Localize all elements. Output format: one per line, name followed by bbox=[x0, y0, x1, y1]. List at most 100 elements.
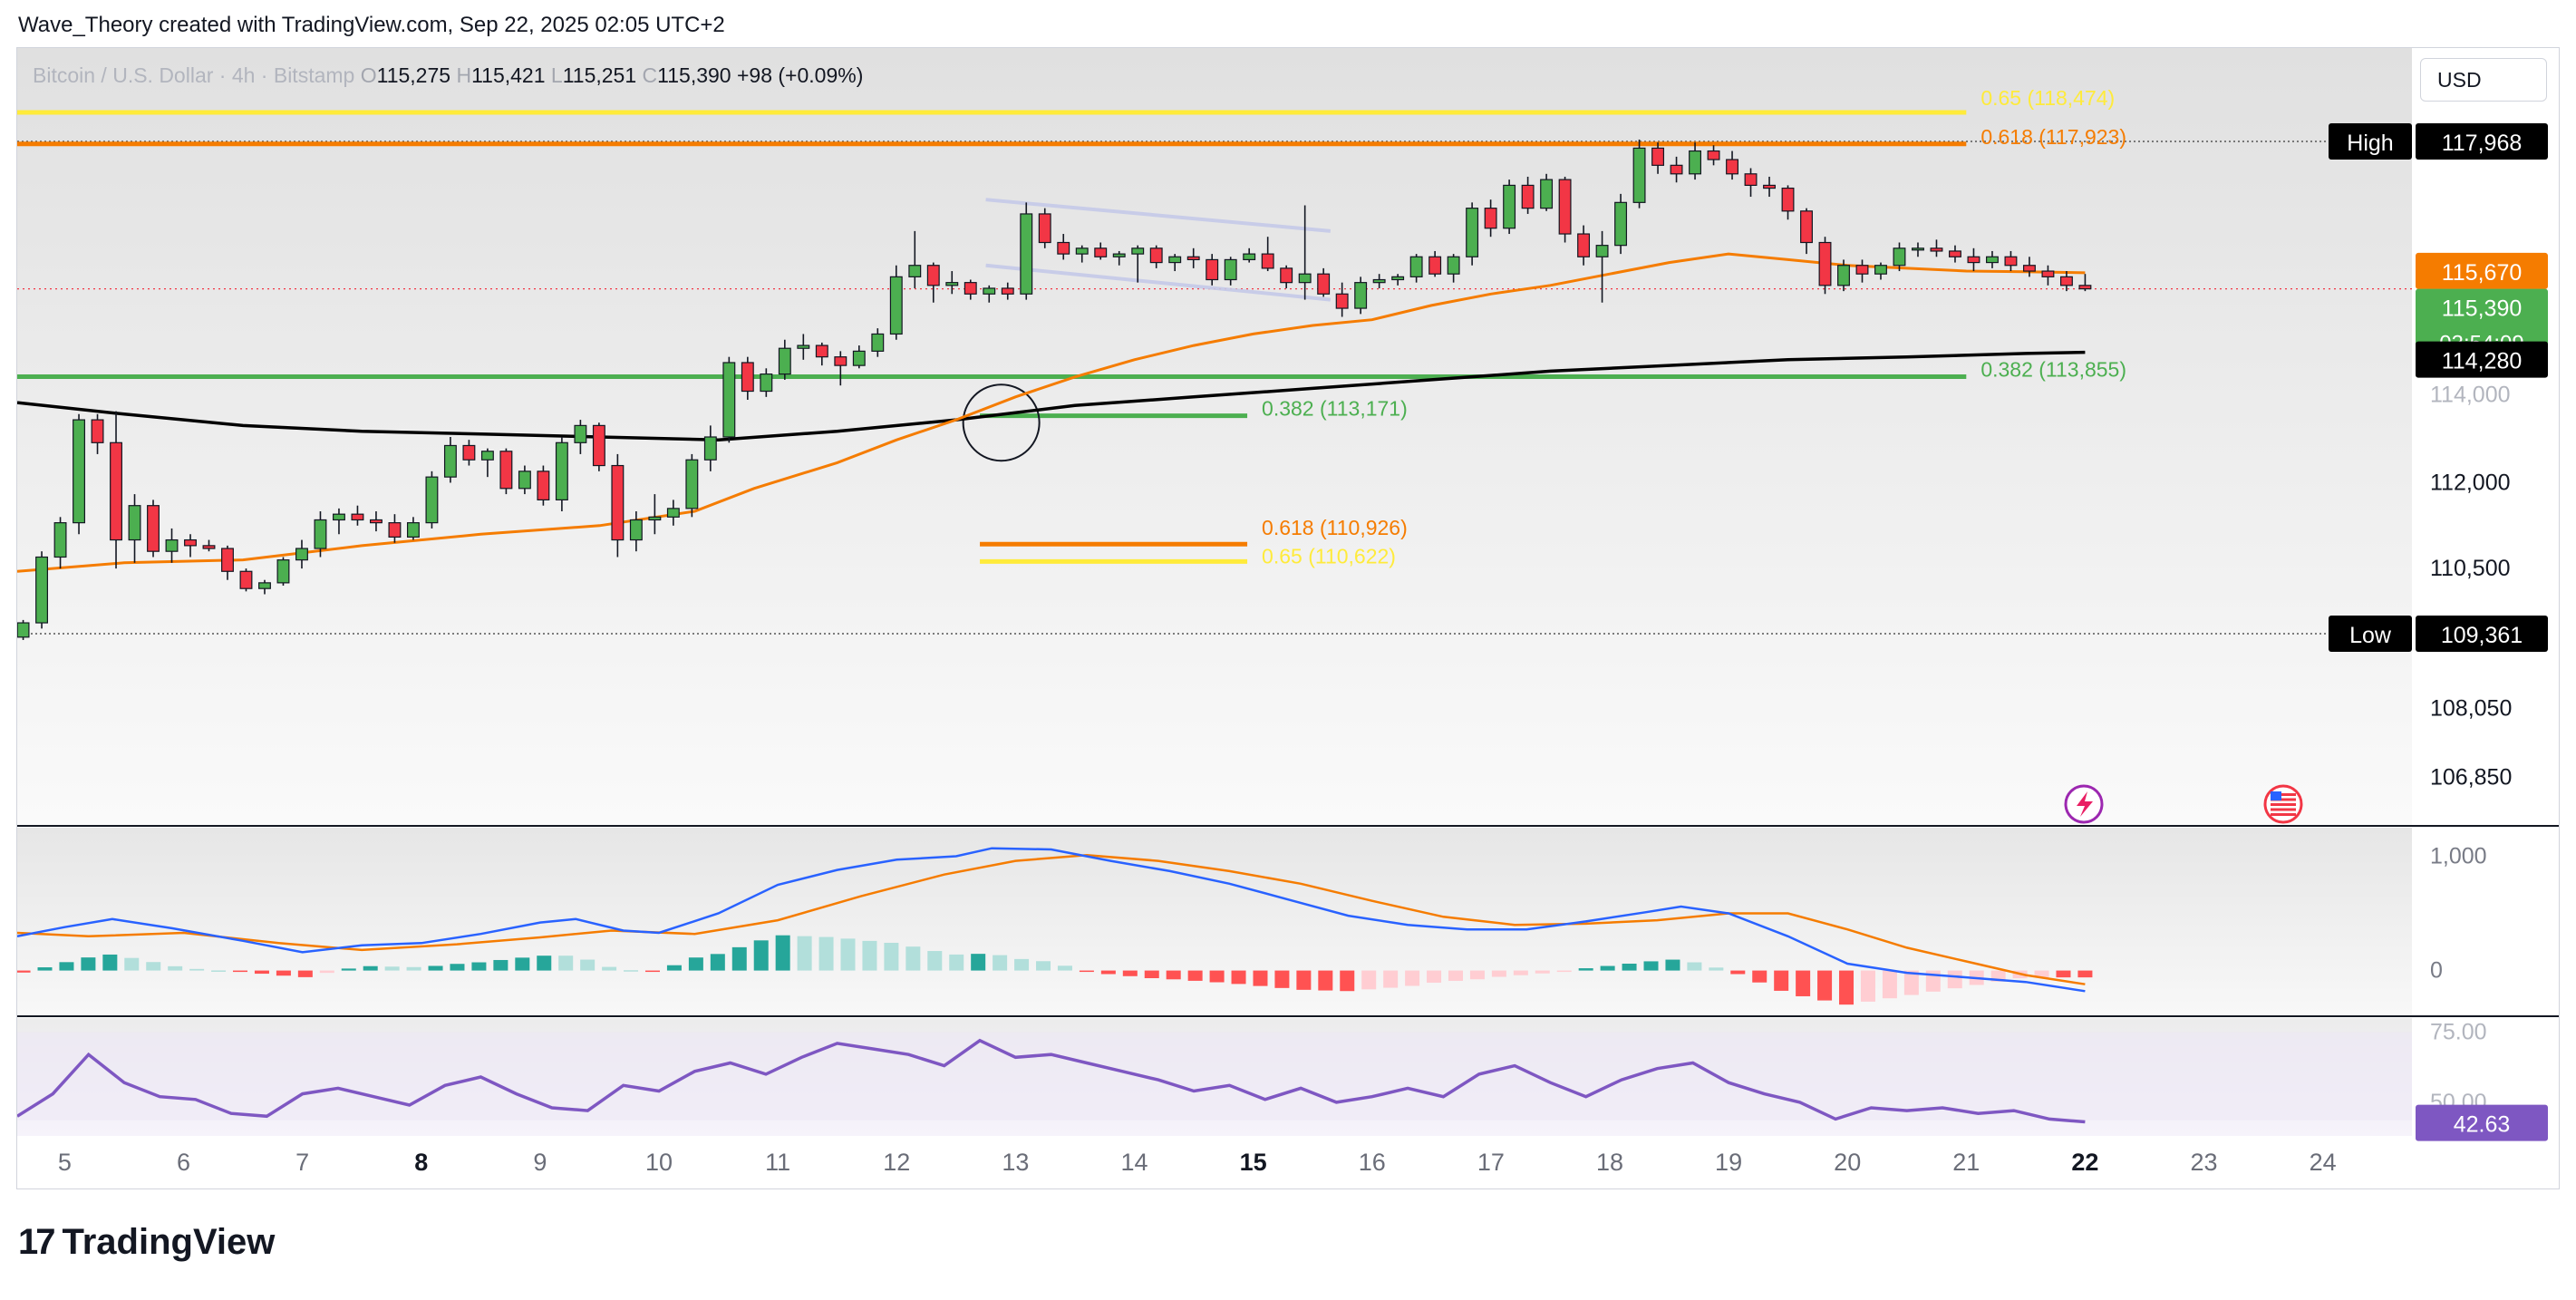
candle[interactable] bbox=[889, 265, 903, 340]
candle[interactable] bbox=[1632, 139, 1646, 209]
candle[interactable] bbox=[314, 511, 327, 558]
candle[interactable] bbox=[760, 368, 773, 397]
ema-long-line[interactable] bbox=[17, 350, 2086, 441]
candle[interactable] bbox=[295, 539, 308, 569]
candle[interactable] bbox=[926, 262, 940, 303]
candle[interactable] bbox=[797, 334, 810, 360]
candle[interactable] bbox=[425, 471, 439, 529]
candle[interactable] bbox=[1949, 245, 1961, 263]
candle[interactable] bbox=[128, 494, 141, 563]
candle[interactable] bbox=[1280, 265, 1293, 288]
candle[interactable] bbox=[1186, 247, 1200, 268]
candle[interactable] bbox=[147, 500, 160, 558]
candle[interactable] bbox=[1781, 185, 1795, 220]
candle[interactable] bbox=[1614, 193, 1628, 255]
candle[interactable] bbox=[685, 453, 699, 518]
candle[interactable] bbox=[1558, 176, 1572, 243]
candle[interactable] bbox=[1818, 237, 1832, 295]
candle[interactable] bbox=[2022, 257, 2036, 277]
candle[interactable] bbox=[110, 411, 122, 569]
candle[interactable] bbox=[537, 465, 550, 506]
candle[interactable] bbox=[480, 448, 494, 478]
candle[interactable] bbox=[1354, 276, 1368, 315]
candle[interactable] bbox=[388, 514, 402, 543]
channel-line[interactable] bbox=[985, 263, 1332, 302]
candle[interactable] bbox=[73, 413, 85, 535]
candle[interactable] bbox=[1595, 230, 1609, 303]
candle[interactable] bbox=[611, 453, 625, 558]
candle[interactable] bbox=[462, 440, 476, 466]
candle[interactable] bbox=[2041, 265, 2055, 286]
candle[interactable] bbox=[1224, 257, 1237, 286]
candle[interactable] bbox=[1874, 262, 1887, 280]
candle[interactable] bbox=[17, 619, 30, 640]
candle[interactable] bbox=[53, 517, 67, 569]
candle[interactable] bbox=[1298, 205, 1312, 300]
candle[interactable] bbox=[1466, 202, 1479, 266]
candle[interactable] bbox=[1540, 173, 1554, 211]
macd-line[interactable] bbox=[17, 847, 2086, 993]
rsi-line[interactable] bbox=[17, 1038, 2086, 1124]
candle[interactable] bbox=[239, 568, 253, 592]
candle[interactable] bbox=[1855, 259, 1869, 283]
candle[interactable] bbox=[1744, 168, 1758, 198]
candle[interactable] bbox=[369, 511, 383, 532]
candle[interactable] bbox=[91, 413, 104, 454]
candle[interactable] bbox=[1206, 254, 1219, 286]
candle[interactable] bbox=[629, 511, 643, 552]
candle[interactable] bbox=[1484, 199, 1497, 238]
candle[interactable] bbox=[1800, 208, 1813, 255]
candle[interactable] bbox=[258, 579, 271, 595]
candle[interactable] bbox=[1503, 179, 1516, 235]
candle[interactable] bbox=[778, 339, 791, 380]
candle[interactable] bbox=[1651, 142, 1665, 174]
candle[interactable] bbox=[1168, 254, 1182, 272]
candle[interactable] bbox=[1707, 145, 1720, 166]
candle[interactable] bbox=[1335, 282, 1349, 317]
candle[interactable] bbox=[1317, 267, 1331, 297]
lightning-icon[interactable] bbox=[2064, 784, 2104, 824]
candle[interactable] bbox=[871, 328, 885, 357]
candle[interactable] bbox=[648, 494, 662, 535]
candle[interactable] bbox=[1094, 242, 1108, 260]
candle[interactable] bbox=[555, 437, 568, 512]
candle[interactable] bbox=[2004, 250, 2018, 272]
candle[interactable] bbox=[1763, 176, 1776, 198]
candle[interactable] bbox=[443, 437, 457, 483]
candle[interactable] bbox=[221, 545, 234, 580]
highlight-circle[interactable] bbox=[962, 383, 1041, 462]
candle[interactable] bbox=[1372, 274, 1386, 288]
candle[interactable] bbox=[908, 230, 922, 288]
candle[interactable] bbox=[964, 279, 977, 300]
candle[interactable] bbox=[2059, 271, 2073, 292]
candle[interactable] bbox=[184, 534, 197, 558]
candle[interactable] bbox=[741, 356, 754, 400]
macd-signal-line[interactable] bbox=[17, 854, 2086, 985]
candle[interactable] bbox=[1726, 150, 1738, 180]
candle[interactable] bbox=[165, 528, 179, 563]
candle[interactable] bbox=[703, 425, 717, 471]
candle[interactable] bbox=[815, 342, 828, 366]
candle[interactable] bbox=[1112, 250, 1126, 266]
candle[interactable] bbox=[1243, 247, 1256, 263]
candle[interactable] bbox=[1893, 242, 1906, 272]
candle[interactable] bbox=[1261, 237, 1274, 272]
candle[interactable] bbox=[499, 448, 513, 495]
candle[interactable] bbox=[1057, 234, 1070, 260]
candle[interactable] bbox=[1391, 274, 1405, 286]
candle[interactable] bbox=[983, 285, 996, 303]
us-flag-icon[interactable] bbox=[2263, 784, 2303, 824]
candle[interactable] bbox=[351, 505, 364, 526]
candle[interactable] bbox=[945, 271, 959, 295]
chart-frame[interactable]: 0.65 (118,474) 0.618 (117,923) 0.382 (113,… bbox=[16, 47, 2560, 1189]
candle[interactable] bbox=[1967, 247, 1980, 272]
candle[interactable] bbox=[333, 508, 345, 535]
ema-short-line[interactable] bbox=[17, 252, 2086, 573]
candle[interactable] bbox=[35, 551, 49, 629]
candle[interactable] bbox=[1149, 245, 1163, 268]
candle[interactable] bbox=[1038, 208, 1051, 248]
candle[interactable] bbox=[518, 465, 531, 495]
candle[interactable] bbox=[1409, 254, 1423, 283]
candle[interactable] bbox=[1837, 259, 1850, 292]
candle[interactable] bbox=[276, 557, 290, 587]
